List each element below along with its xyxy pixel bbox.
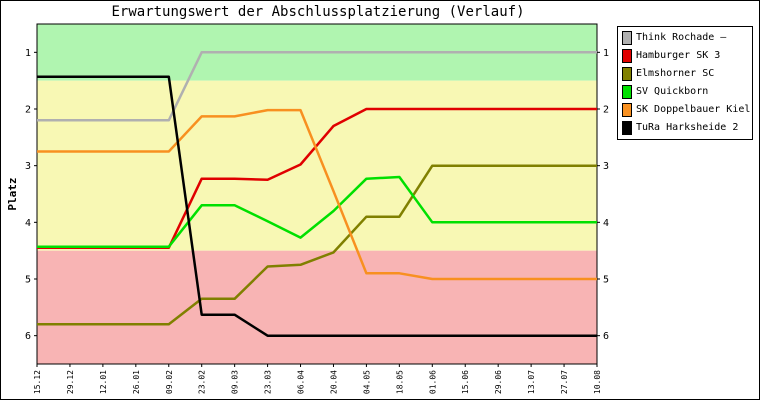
y-tick-label-left: 2	[25, 105, 31, 116]
y-tick-label-left: 4	[25, 218, 31, 229]
chart-legend: Think Rochade – Hamburger SK 3 Elmshorner …	[617, 26, 753, 140]
series-line-5	[37, 75, 597, 337]
legend-label: Think Rochade –	[636, 32, 727, 43]
legend-swatch	[622, 31, 632, 45]
y-tick-label-right: 4	[603, 218, 609, 229]
series-line-4	[37, 108, 597, 281]
legend-label: Hamburger SK 3	[636, 50, 721, 61]
x-tick-label: 10.08	[593, 370, 602, 394]
y-tick-label-left: 3	[25, 161, 31, 172]
y-tick-label-right: 6	[603, 331, 609, 342]
x-tick-label: 15.06	[461, 370, 470, 394]
series-line-3	[37, 175, 597, 248]
legend-item: Elmshorner SC	[622, 67, 714, 83]
legend-item: Think Rochade –	[622, 31, 726, 47]
x-tick-label: 18.05	[395, 370, 404, 394]
legend-label: SK Doppelbauer Kiel	[636, 104, 751, 115]
series-line-0	[37, 51, 597, 122]
band-2	[37, 250, 597, 364]
y-tick-label-right: 2	[603, 105, 609, 116]
x-tick-label: 06.04	[297, 370, 306, 394]
y-tick-label-right: 3	[603, 161, 609, 172]
legend-item: TuRa Harksheide 2	[622, 121, 738, 137]
legend-swatch	[622, 121, 632, 135]
legend-item: SV Quickborn	[622, 85, 708, 101]
y-tick-label-left: 1	[25, 48, 31, 59]
legend-swatch	[622, 85, 632, 99]
x-tick-label: 27.07	[560, 370, 569, 394]
x-tick-label: 29.12	[66, 370, 75, 394]
legend-swatch	[622, 67, 632, 81]
y-tick-label-right: 5	[603, 275, 609, 286]
legend-label: TuRa Harksheide 2	[636, 122, 739, 133]
x-tick-label: 20.04	[329, 370, 338, 394]
x-tick-label: 01.06	[428, 370, 437, 394]
x-tick-label: 04.05	[362, 370, 371, 394]
plot-border	[36, 23, 598, 365]
y-tick-label-left: 6	[25, 331, 31, 342]
legend-label: Elmshorner SC	[636, 68, 715, 79]
legend-swatch	[622, 103, 632, 117]
x-tick-label: 23.03	[264, 370, 273, 394]
x-tick-label: 12.01	[99, 370, 108, 394]
y-axis-label: Platz	[6, 177, 19, 210]
x-tick-label: 29.06	[494, 370, 503, 394]
series-line-2	[37, 164, 597, 326]
x-tick-label: 26.01	[132, 370, 141, 394]
x-tick-label: 15.12	[33, 370, 42, 394]
x-tick-label: 09.03	[231, 370, 240, 394]
y-tick-label-left: 5	[25, 275, 31, 286]
legend-item: Hamburger SK 3	[622, 49, 720, 65]
legend-item: SK Doppelbauer Kiel	[622, 103, 750, 119]
legend-swatch	[622, 49, 632, 63]
legend-label: SV Quickborn	[636, 86, 709, 97]
chart-title: Erwartungswert der Abschlussplatzierung …	[111, 4, 525, 20]
x-tick-label: 09.02	[165, 370, 174, 394]
y-tick-label-right: 1	[603, 48, 609, 59]
x-tick-label: 13.07	[527, 370, 536, 394]
x-tick-label: 23.02	[198, 370, 207, 394]
